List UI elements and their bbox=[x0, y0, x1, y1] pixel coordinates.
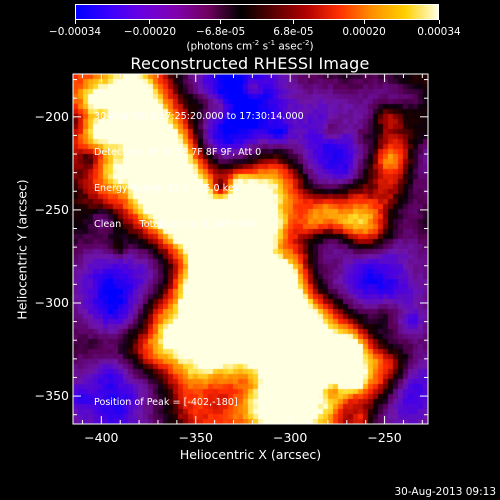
x-tick-label: −300 bbox=[272, 430, 308, 445]
colorbar-tick-label: 0.00020 bbox=[342, 26, 386, 38]
unit-exp: -2 bbox=[302, 39, 310, 47]
colorbar-tick-label: 6.8e-05 bbox=[273, 26, 314, 38]
info-energy-range: Energy Range: 12.0 - 25.0 keV bbox=[94, 183, 241, 194]
info-block: 30-Aug-2013 17:25:20.000 to 17:30:14.000… bbox=[94, 87, 304, 243]
y-tick-label: −200 bbox=[34, 108, 69, 124]
y-tick-label: −350 bbox=[34, 388, 69, 404]
colorbar-tick-mark bbox=[292, 20, 294, 24]
y-tick-label: −300 bbox=[34, 294, 69, 310]
heatmap-image bbox=[73, 74, 428, 424]
colorbar-tick-mark bbox=[149, 20, 151, 24]
colorbar-tick-label: −6.8e-05 bbox=[196, 26, 246, 38]
colorbar bbox=[75, 4, 439, 20]
colorbar-tick-label: −0.00034 bbox=[48, 26, 102, 38]
colorbar-tick-mark bbox=[438, 20, 440, 24]
unit-part: asec bbox=[275, 40, 303, 53]
info-time-range: 30-Aug-2013 17:25:20.000 to 17:30:14.000 bbox=[94, 111, 304, 122]
chart-title: Reconstructed RHESSI Image bbox=[130, 54, 370, 73]
colorbar-tick-mark bbox=[363, 20, 365, 24]
plot-area bbox=[73, 74, 428, 424]
unit-part: ) bbox=[309, 40, 314, 53]
colorbar-tick-label: 0.00034 bbox=[417, 26, 461, 38]
footer-timestamp: 30-Aug-2013 09:13 bbox=[394, 486, 496, 498]
colorbar-tick-mark bbox=[220, 20, 222, 24]
colorbar-tick-label: −0.00020 bbox=[123, 26, 177, 38]
x-tick-label: −400 bbox=[84, 430, 119, 445]
info-detectors: Detectors: 3F 5F 6F 7F 8F 9F, Att 0 bbox=[94, 147, 262, 158]
y-tick-label: −250 bbox=[34, 201, 69, 217]
colorbar-unit-label: (photons cm-2 s-1 asec-2) bbox=[0, 39, 500, 53]
colorbar-tick-mark bbox=[74, 20, 76, 24]
x-axis-label: Heliocentric X (arcsec) bbox=[179, 447, 322, 462]
unit-exp: -2 bbox=[252, 39, 260, 47]
info-total-counts: Clean Total counts: 1.04E+004 bbox=[94, 219, 258, 230]
unit-exp: -1 bbox=[268, 39, 276, 47]
peak-position-label: Position of Peak = [-402,-180] bbox=[94, 397, 238, 408]
unit-part: s bbox=[259, 40, 269, 53]
x-tick-label: −350 bbox=[178, 430, 213, 445]
plot-frame bbox=[72, 73, 429, 425]
x-tick-label: −250 bbox=[367, 430, 402, 445]
unit-part: (photons cm bbox=[186, 40, 253, 53]
y-axis-label: Heliocentric Y (arcsec) bbox=[14, 179, 30, 320]
